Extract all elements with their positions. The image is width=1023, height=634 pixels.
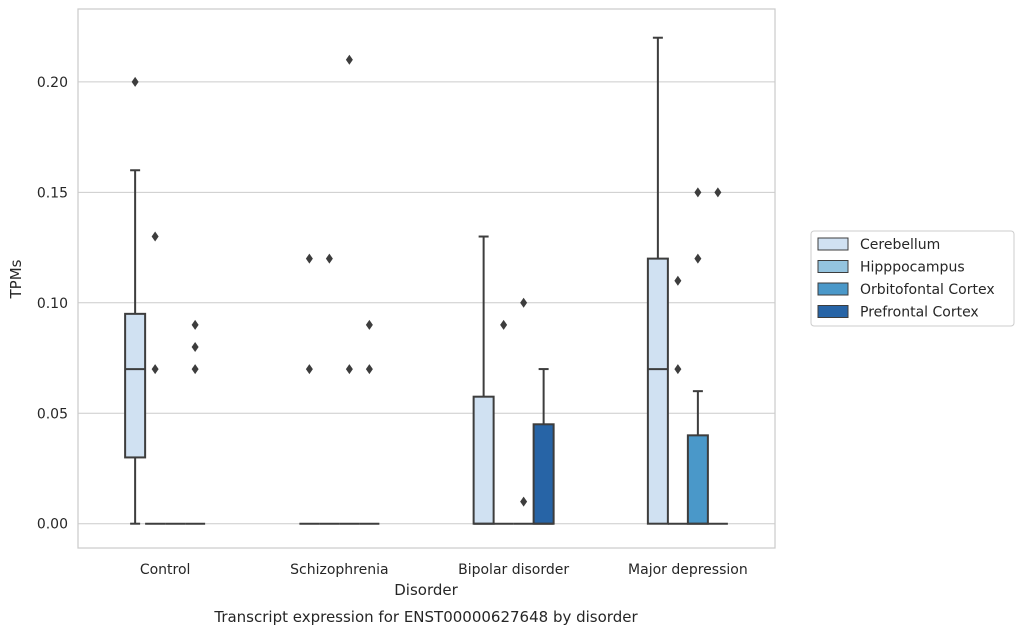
outlier-point [694,253,702,264]
box-hipppocampus [667,275,688,525]
y-axis-title: TPMs [7,259,25,299]
y-tick-label: 0.00 [37,517,68,533]
chart-caption: Transcript expression for ENST0000062764… [213,608,638,626]
box-cerebellum [646,36,669,525]
legend-entry-label: Hipppocampus [860,260,965,276]
box-prefrontal-cortex [185,319,206,525]
plot-area-frame [77,8,776,549]
outlier-point [345,54,353,65]
outlier-point [520,297,528,308]
legend-entry-label: Orbitofontal Cortex [860,282,995,298]
outlier-point [191,319,199,330]
outlier-point [151,231,159,242]
y-axis-ticks: 0.00 0.05 0.10 0.15 0.20 [37,75,68,533]
outlier-point [151,364,159,375]
legend-swatch [817,282,849,296]
y-tick-label: 0.15 [37,185,68,201]
box-cerebellum [472,235,495,525]
box-body [472,395,495,525]
outlier-point [520,496,528,507]
x-tick-label: Control [140,562,191,578]
outlier-point [345,364,353,375]
box-orbitofontal-cortex [339,54,360,525]
box-hipppocampus [493,319,514,525]
box-prefrontal-cortex [707,187,728,525]
x-tick-label: Major depression [628,562,748,578]
outlier-point [365,319,373,330]
legend-swatch [817,237,849,251]
box-orbitofontal-cortex [513,297,534,525]
outlier-point [191,341,199,352]
box-body [686,434,709,525]
outlier-point [305,253,313,264]
x-tick-label: Schizophrenia [290,562,388,578]
y-tick-label: 0.10 [37,296,68,312]
outlier-point [305,364,313,375]
legend-swatch [817,260,849,273]
box-hipppocampus [319,253,340,525]
legend-frame [810,230,1015,327]
box-prefrontal-cortex [359,319,380,525]
y-tick-label: 0.20 [37,75,68,91]
legend: Cerebellum Hipppocampus Orbitofontal Corte… [810,230,1015,327]
x-axis-ticks: Control Schizophrenia Bipolar disorder Majo… [140,562,748,578]
outlier-point [365,364,373,375]
outlier-point [325,253,333,264]
legend-swatch [817,305,849,318]
legend-entry-label: Prefrontal Cortex [860,305,979,321]
y-tick-label: 0.05 [37,406,68,422]
box-cerebellum [299,253,320,525]
box-hipppocampus [145,231,166,525]
outlier-point [674,275,682,286]
x-axis-title: Disorder [394,581,458,599]
legend-entry-label: Cerebellum [860,237,940,253]
box-prefrontal-cortex [532,368,555,525]
box-body [646,257,669,525]
grid-lines [78,81,775,525]
x-tick-label: Bipolar disorder [458,562,569,578]
outlier-point [131,76,139,87]
box-orbitofontal-cortex [686,187,709,525]
outlier-point [500,319,508,330]
outlier-point [674,364,682,375]
outlier-point [191,364,199,375]
box-body [532,423,555,525]
box-body [124,312,147,459]
outlier-point [714,187,722,198]
box-series-layer [124,36,728,525]
box-cerebellum [124,76,147,525]
outlier-point [694,187,702,198]
